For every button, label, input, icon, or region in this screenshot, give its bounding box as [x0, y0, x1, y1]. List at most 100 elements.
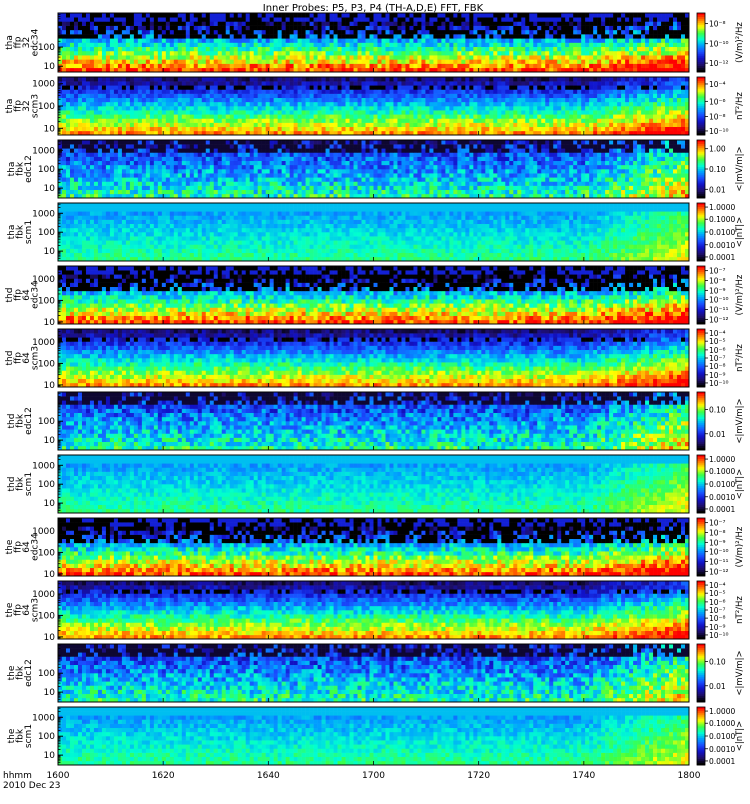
heatmap-cell [573, 26, 577, 31]
heatmap-cell [625, 114, 629, 118]
heatmap-cell [182, 118, 186, 122]
heatmap-cell [681, 47, 685, 52]
heatmap-cell [362, 17, 366, 22]
heatmap-cell [569, 43, 573, 48]
heatmap-cell [294, 59, 298, 64]
heatmap-cell [158, 123, 162, 127]
heatmap-cell [326, 30, 330, 35]
heatmap-cell [417, 55, 421, 60]
heatmap-cell [158, 118, 162, 122]
heatmap-cell [246, 114, 250, 118]
heatmap-cell [302, 94, 306, 98]
heatmap-cell [106, 51, 110, 56]
heatmap-cell [449, 110, 453, 114]
heatmap-cell [122, 64, 126, 69]
heatmap-cell [306, 186, 310, 190]
heatmap-cell [669, 64, 673, 69]
heatmap-cell [342, 59, 346, 64]
heatmap-cell [645, 30, 649, 35]
heatmap-cell [142, 30, 146, 35]
heatmap-cell [401, 51, 405, 56]
heatmap-cell [657, 13, 661, 18]
heatmap-cell [509, 102, 513, 106]
heatmap-cell [377, 55, 381, 60]
colorbar: 10⁻⁸10⁻¹⁰10⁻¹²(V/m)²/Hz [697, 13, 745, 72]
heatmap-cell [605, 81, 609, 85]
heatmap-cell [130, 114, 134, 118]
heatmap-cell [601, 118, 605, 122]
heatmap-cell [561, 17, 565, 22]
heatmap-cell [577, 85, 581, 89]
heatmap-cell [569, 89, 573, 93]
heatmap-cell [549, 55, 553, 60]
heatmap-cell [405, 110, 409, 114]
heatmap-cell [533, 43, 537, 48]
heatmap-cell [509, 30, 513, 35]
heatmap-cell [385, 64, 389, 69]
heatmap-cell [86, 186, 90, 190]
heatmap-cell [669, 102, 673, 106]
heatmap-cell [94, 190, 98, 194]
heatmap-cell [138, 118, 142, 122]
heatmap-cell [529, 59, 533, 64]
heatmap-cell [98, 94, 102, 98]
heatmap-cell [286, 26, 290, 31]
heatmap-cell [533, 34, 537, 39]
heatmap-cell [206, 34, 210, 39]
heatmap-cell [102, 55, 106, 60]
heatmap-cell [401, 21, 405, 26]
heatmap-cell [242, 64, 246, 69]
heatmap-cell [661, 21, 665, 26]
heatmap-cell [306, 110, 310, 114]
heatmap-cell [493, 17, 497, 22]
heatmap-cell [653, 89, 657, 93]
heatmap-cell [557, 17, 561, 22]
heatmap-cell [405, 34, 409, 39]
heatmap-cell [649, 77, 653, 81]
heatmap-cell [437, 51, 441, 56]
heatmap-cell [553, 43, 557, 48]
heatmap-cell [362, 118, 366, 122]
heatmap-cell [318, 94, 322, 98]
heatmap-cell [182, 114, 186, 118]
heatmap-cell [409, 123, 413, 127]
heatmap-cell [282, 89, 286, 93]
heatmap-cell [346, 106, 350, 110]
heatmap-cell [174, 102, 178, 106]
heatmap-cell [258, 81, 262, 85]
heatmap-cell [517, 64, 521, 69]
heatmap-cell [521, 190, 525, 194]
heatmap-cell [354, 51, 358, 56]
heatmap-cell [234, 64, 238, 69]
heatmap-cell [98, 55, 102, 60]
heatmap-cell [66, 38, 70, 43]
heatmap-cell [218, 38, 222, 43]
heatmap-cell [274, 38, 278, 43]
heatmap-cell [122, 77, 126, 81]
heatmap-cell [170, 81, 174, 85]
heatmap-cell [310, 38, 314, 43]
heatmap-cell [218, 85, 222, 89]
heatmap-cell [62, 118, 66, 122]
heatmap-cell [210, 106, 214, 110]
heatmap-cell [665, 98, 669, 102]
heatmap-cell [617, 51, 621, 56]
heatmap-cell [134, 102, 138, 106]
heatmap-cell [581, 89, 585, 93]
heatmap-cell [126, 89, 130, 93]
heatmap-cell [505, 64, 509, 69]
heatmap-cell [374, 118, 378, 122]
heatmap-cell [437, 21, 441, 26]
heatmap-cell [613, 55, 617, 60]
heatmap-cell [210, 123, 214, 127]
heatmap-cell [545, 127, 549, 131]
heatmap-cell [178, 114, 182, 118]
heatmap-cell [501, 127, 505, 131]
heatmap-cell [142, 123, 146, 127]
heatmap-cell [238, 64, 242, 69]
heatmap-cell [549, 30, 553, 35]
heatmap-cell [381, 114, 385, 118]
heatmap-cell [617, 110, 621, 114]
heatmap-cell [134, 34, 138, 39]
heatmap-cell [465, 127, 469, 131]
